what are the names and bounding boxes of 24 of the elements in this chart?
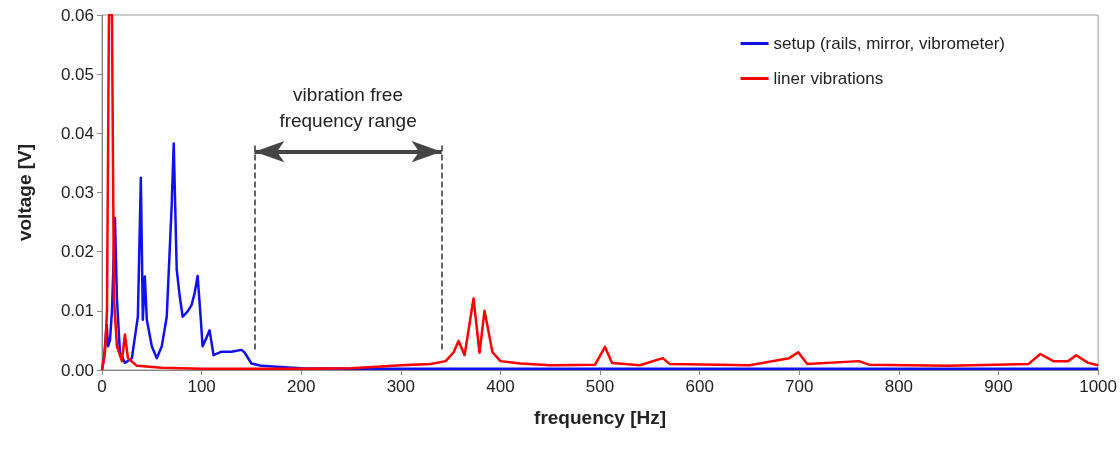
legend-label: liner vibrations — [773, 69, 884, 88]
x-tick-label: 700 — [785, 377, 814, 396]
x-tick-label: 900 — [984, 377, 1013, 396]
y-tick-label: 0.01 — [60, 301, 94, 321]
y-tick-label: 0.05 — [60, 64, 94, 84]
y-tick-label: 0.06 — [60, 5, 94, 25]
x-axis-title: frequency [Hz] — [534, 407, 667, 428]
x-tick-label: 100 — [187, 377, 216, 396]
x-tick-label: 1000 — [1079, 377, 1117, 396]
line-series — [100, 13, 1100, 372]
x-tick-label: 300 — [386, 377, 416, 396]
x-tick-label: 600 — [685, 377, 714, 396]
y-axis-title: voltage [V] — [14, 143, 35, 242]
y-tick-label: 0.03 — [60, 183, 94, 202]
x-tick-label: 800 — [884, 377, 914, 396]
y-tick-label: 0.04 — [60, 123, 94, 143]
annotation: vibration free frequency range — [279, 83, 417, 131]
y-tick-label: 0.00 — [60, 360, 94, 380]
y-tick-label: 0.02 — [60, 242, 94, 262]
x-tick-label: 0 — [97, 377, 107, 396]
x-tick-label: 500 — [585, 377, 615, 396]
x-tick-label: 200 — [287, 377, 316, 396]
legend-label: setup (rails, mirror, vibrometer) — [773, 34, 1005, 53]
x-tick-label: 400 — [486, 377, 515, 396]
